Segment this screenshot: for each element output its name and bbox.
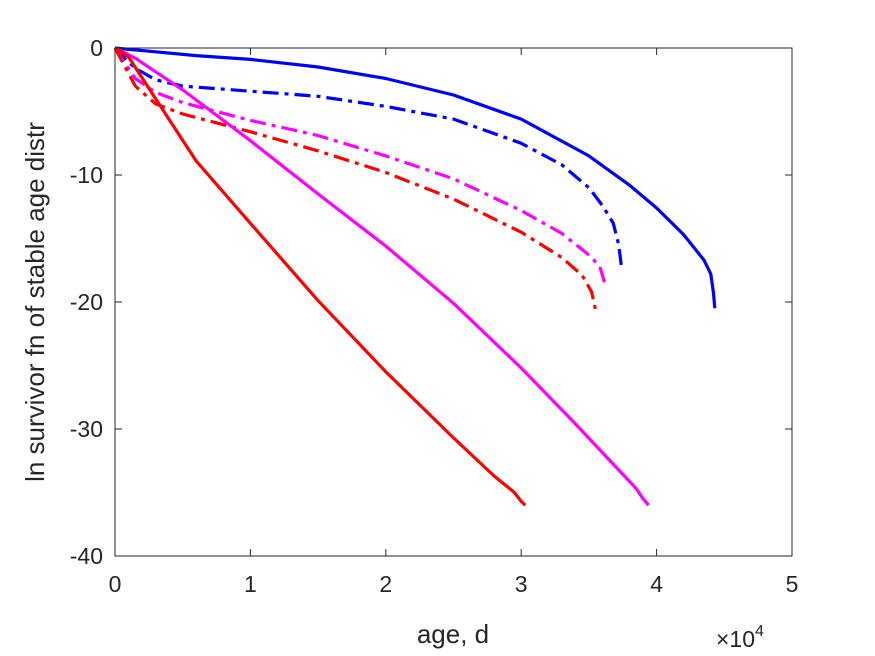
y-tick-label: 0 [90,35,103,61]
series-layer [113,46,717,507]
y-tick-label: -40 [70,543,103,569]
x-tick-label: 4 [650,571,663,597]
x-tick-label: 0 [109,571,122,597]
x-exponent-label: ×104 [716,623,764,652]
x-exponent-power: 4 [755,623,764,640]
series-line-4 [113,47,598,312]
x-axis-title: age, d [417,619,489,649]
series-line-3 [113,47,607,285]
x-tick-label: 1 [244,571,257,597]
series-line-1 [114,46,717,309]
y-axis-title: ln survivor fn of stable age distr [20,122,50,482]
y-tick-label: -30 [70,416,103,442]
tick-layer: 0 1 2 3 4 5 0 -10 -20 -30 -40 [70,35,799,597]
series-line-6 [114,46,527,507]
x-tick-label: 2 [379,571,392,597]
x-exponent-base: ×10 [716,626,755,652]
y-tick-label: -10 [70,162,103,188]
series-line-5 [114,46,650,507]
x-tick-label: 3 [515,571,528,597]
x-tick-label: 5 [786,571,799,597]
y-tick-label: -20 [70,289,103,315]
series-line-2 [113,46,623,267]
